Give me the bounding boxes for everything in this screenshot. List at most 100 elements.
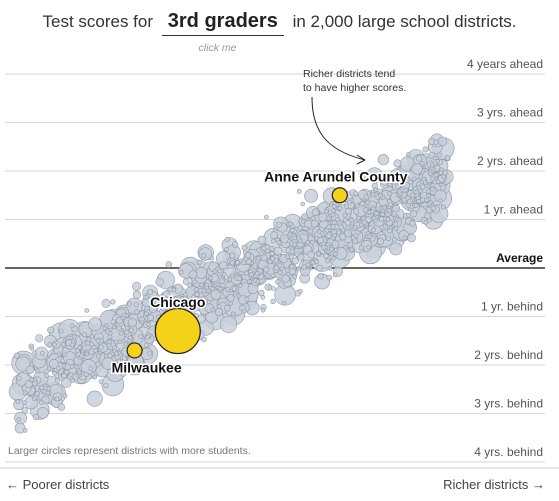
district-bubble [326, 274, 333, 281]
trend-callout: Richer districts tend to have higher sco… [303, 68, 406, 165]
district-bubble [70, 342, 75, 348]
district-bubble [77, 369, 82, 375]
district-bubble [377, 154, 390, 166]
district-bubble [296, 188, 302, 194]
district-bubble [261, 245, 267, 251]
district-bubble [415, 155, 423, 162]
district-bubble [152, 302, 158, 308]
district-bubble [301, 264, 307, 270]
y-tick-label: 2 yrs. behind [474, 348, 543, 362]
district-bubble [371, 227, 376, 233]
district-bubble [410, 210, 418, 218]
district-bubble [311, 215, 316, 221]
district-bubble [236, 275, 242, 281]
district-bubble [276, 240, 282, 245]
district-bubble [377, 237, 384, 245]
district-bubble [178, 269, 184, 275]
district-bubble [331, 204, 337, 209]
district-bubble [43, 373, 49, 379]
district-bubble [433, 139, 439, 145]
district-label: Chicago [150, 294, 205, 310]
district-bubble [218, 286, 223, 292]
district-bubble [393, 221, 399, 227]
district-bubble [145, 322, 151, 327]
district-bubble [251, 263, 258, 270]
district-bubble [114, 339, 119, 345]
district-bubble [15, 356, 31, 372]
district-bubble [345, 225, 351, 231]
district-bubble [353, 224, 358, 230]
district-bubble [288, 254, 294, 259]
district-bubble [388, 202, 393, 207]
district-bubble [292, 274, 298, 280]
district-bubble [240, 259, 246, 266]
district-bubble [385, 217, 391, 222]
district-bubble [438, 198, 443, 204]
district-bubble [330, 224, 336, 229]
callout-line-2: to have higher scores. [303, 82, 406, 94]
district-bubble [16, 375, 22, 381]
district-bubble [374, 211, 379, 216]
district-bubble [392, 204, 401, 213]
district-bubble [86, 390, 103, 407]
district-bubble [349, 247, 355, 253]
district-bubble [419, 161, 425, 166]
district-bubble [416, 198, 422, 204]
district-bubble [321, 245, 326, 250]
district-bubble [224, 247, 229, 252]
click-me-hint[interactable]: click me [198, 42, 237, 54]
district-bubble [353, 190, 359, 196]
district-bubble [133, 308, 140, 315]
district-bubble [247, 279, 252, 284]
district-bubble [22, 428, 28, 433]
district-bubble [26, 365, 35, 374]
district-bubble [358, 245, 365, 251]
district-bubble [41, 395, 50, 404]
grade-selector[interactable]: 3rd graders [161, 10, 284, 36]
district-bubble [77, 345, 82, 351]
highlighted-bubble[interactable] [331, 187, 348, 204]
district-bubble [60, 341, 66, 347]
district-bubble [402, 235, 408, 241]
district-bubble [84, 351, 90, 357]
district-bubble [110, 319, 116, 325]
district-bubble [115, 362, 120, 367]
district-bubble [345, 207, 352, 215]
district-bubble [68, 372, 74, 377]
district-bubble [405, 152, 411, 157]
district-bubble [35, 334, 44, 343]
highlighted-bubble[interactable] [126, 342, 143, 359]
highlighted-bubble[interactable] [154, 307, 201, 355]
district-bubble [57, 403, 66, 411]
district-bubble [114, 351, 119, 357]
district-bubble [270, 298, 276, 305]
district-bubble [101, 298, 111, 308]
district-bubble [393, 226, 399, 231]
district-bubble [160, 306, 166, 312]
district-bubble [300, 201, 306, 207]
district-bubble [231, 286, 237, 292]
district-bubble [395, 169, 401, 174]
district-bubble [143, 342, 149, 348]
district-bubble [354, 203, 360, 208]
district-bubble [263, 266, 270, 273]
district-bubble [310, 260, 315, 265]
district-bubble [291, 235, 297, 241]
district-bubble [321, 241, 326, 247]
district-bubble [316, 264, 324, 272]
district-bubble [311, 208, 320, 216]
callout-arrowhead [356, 154, 366, 165]
district-bubble [265, 273, 271, 278]
district-bubble [260, 254, 268, 262]
district-bubble [413, 186, 418, 191]
district-bubble [103, 382, 109, 389]
district-bubble [209, 255, 215, 261]
district-bubble [144, 311, 149, 317]
district-bubble [123, 341, 128, 347]
district-bubble [124, 329, 130, 335]
district-bubble [270, 231, 279, 240]
district-bubble [206, 299, 212, 305]
district-bubble [39, 400, 44, 405]
district-bubble [338, 224, 344, 230]
